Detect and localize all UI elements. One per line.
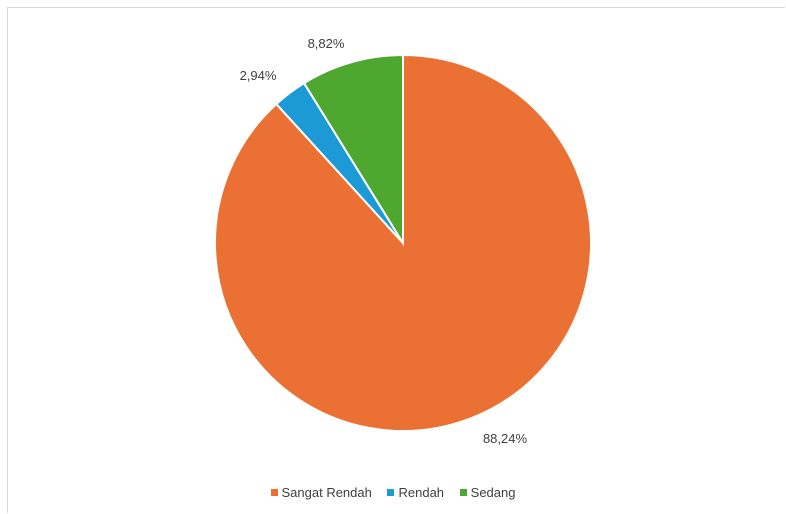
legend-item-sedang: Sedang [459, 485, 516, 500]
pie-slice-sedang [302, 53, 404, 247]
legend-label-sedang: Sedang [470, 485, 516, 500]
legend-label-sangat-rendah: Sangat Rendah [281, 485, 372, 500]
legend: Sangat Rendah Rendah Sedang [0, 485, 786, 500]
data-label-rendah: 2,94% [240, 68, 277, 83]
legend-swatch-sedang [459, 489, 467, 496]
legend-item-sangat-rendah: Sangat Rendah [270, 485, 372, 500]
legend-swatch-rendah [387, 489, 395, 496]
legend-swatch-sangat-rendah [270, 489, 278, 496]
legend-label-rendah: Rendah [398, 485, 445, 500]
legend-item-rendah: Rendah [387, 485, 444, 500]
data-label-sangat-rendah: 88,24% [483, 431, 528, 446]
data-label-sedang: 8,82% [308, 36, 345, 51]
